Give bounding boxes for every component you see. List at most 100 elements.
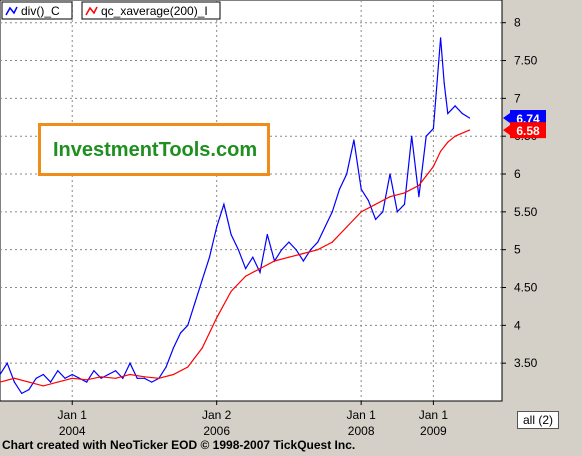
average-point (158, 377, 160, 379)
price-point (375, 218, 377, 220)
plot-area (0, 0, 502, 401)
average-point (0, 381, 1, 383)
price-point (115, 370, 117, 372)
price-point (6, 362, 8, 364)
average-point (201, 347, 203, 349)
price-point (122, 377, 124, 379)
last-price-marker-badge (510, 110, 546, 127)
price-point (389, 173, 391, 175)
price-point (129, 362, 131, 364)
price-point (396, 211, 398, 213)
average-point (447, 141, 449, 143)
price-point (440, 37, 442, 39)
price-point (288, 241, 290, 243)
y-tick-label: 6 (514, 167, 521, 181)
price-point (216, 226, 218, 228)
average-point (375, 203, 377, 205)
price-point (172, 347, 174, 349)
average-point (346, 226, 348, 228)
x-axis: Jan 1 2004 Jan 2 2006 Jan 1 2008 Jan 1 2009 (58, 401, 449, 438)
average-point (440, 150, 442, 152)
price-point (21, 392, 23, 394)
price-point (0, 373, 1, 376)
price-point (295, 249, 297, 251)
average-point (86, 379, 88, 381)
price-point (71, 373, 73, 376)
price-point (50, 381, 52, 383)
average-point (172, 373, 174, 376)
average-point (187, 366, 189, 368)
legend-item-average[interactable]: qc_xaverage(200)_I (81, 1, 221, 20)
period-all-button[interactable]: all (2) (517, 411, 559, 429)
average-point (245, 275, 247, 277)
average-point (317, 249, 319, 251)
x-tick-month: Jan 1 (346, 408, 376, 422)
y-tick-label: 7.50 (514, 54, 538, 68)
average-point (389, 196, 391, 198)
price-point (35, 377, 37, 379)
series-layer (0, 37, 471, 395)
price-point (443, 82, 445, 84)
average-marker-badge (510, 122, 546, 139)
price-point (360, 188, 362, 190)
average-point (216, 317, 218, 319)
price-point (252, 256, 254, 258)
price-point (151, 381, 153, 383)
average-point (28, 381, 30, 383)
legend-label-price: div()_C (21, 4, 60, 18)
price-point (180, 332, 182, 334)
price-point (136, 377, 138, 379)
price-point (418, 196, 420, 198)
average-point (302, 252, 304, 255)
price-point (165, 366, 167, 368)
price-point (317, 241, 319, 243)
price-point (42, 373, 44, 376)
x-tick-month: Jan 1 (419, 408, 449, 422)
price-point (468, 117, 471, 119)
price-point (281, 249, 283, 251)
price-point (208, 256, 211, 258)
average-point (418, 184, 420, 186)
price-point (201, 279, 203, 281)
average-point (143, 376, 146, 378)
price-point (461, 112, 463, 115)
average-point (360, 211, 362, 213)
average-point (129, 373, 131, 376)
price-point (28, 389, 30, 391)
average-point (331, 241, 333, 243)
price-point (367, 199, 369, 202)
average-point (403, 192, 406, 194)
average-point (454, 135, 456, 137)
line-series-icon (5, 6, 18, 16)
price-point (230, 233, 232, 236)
investmenttools-logo: InvestmentTools.com (38, 123, 270, 176)
x-tick-year: 2006 (203, 424, 230, 438)
price-point (93, 370, 95, 372)
price-point (411, 135, 413, 137)
price-point (223, 203, 225, 205)
line-series-icon (85, 6, 98, 16)
x-tick-year: 2009 (420, 424, 447, 438)
average-point (13, 377, 15, 379)
x-tick-year: 2004 (59, 424, 86, 438)
price-point (432, 128, 434, 130)
average-point (432, 165, 434, 168)
average-point (288, 256, 290, 258)
price-point (454, 105, 456, 107)
average-point (42, 385, 44, 387)
legend-item-price[interactable]: div()_C (1, 1, 73, 20)
y-tick-label: 4.50 (514, 281, 538, 295)
price-point (57, 370, 59, 372)
price-point (237, 249, 239, 251)
chart-footer: Chart created with NeoTicker EOD © 1998-… (2, 438, 356, 452)
average-marker-value: 6.58 (516, 124, 540, 138)
price-point (403, 203, 406, 205)
price-point (447, 112, 449, 115)
price-point (187, 324, 189, 326)
price-point (331, 211, 333, 213)
x-tick-year: 2008 (348, 424, 375, 438)
x-tick-month: Jan 1 (58, 408, 88, 422)
average-point (71, 377, 73, 379)
price-point (64, 377, 66, 379)
